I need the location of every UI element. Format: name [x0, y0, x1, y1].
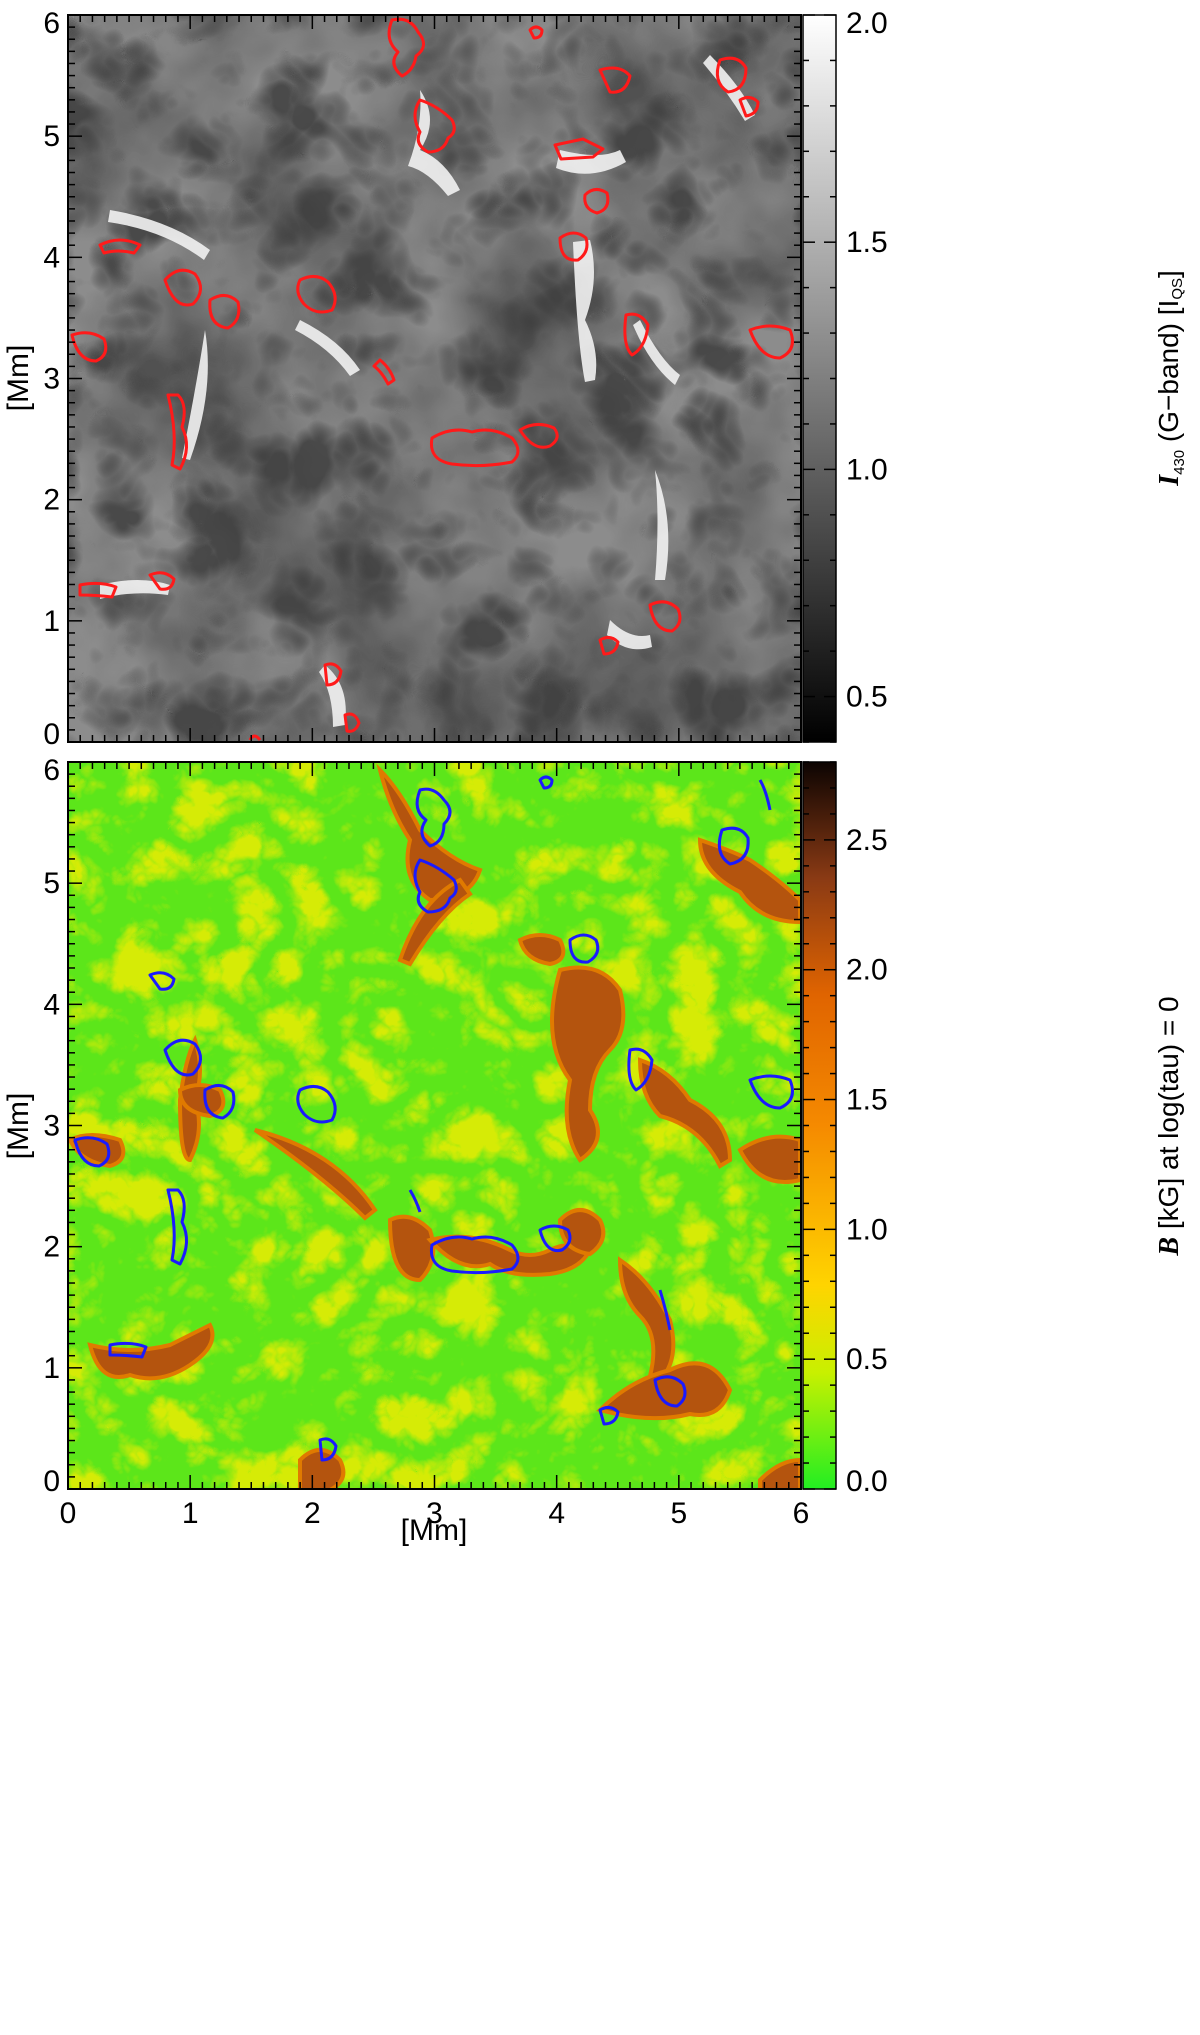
x-tick-label: 0	[60, 1497, 77, 1530]
colorbar-tick-label: 1.0	[846, 453, 888, 486]
colorbar-tick-label: 2.0	[846, 7, 888, 40]
bottom-axis-ticks	[67, 761, 802, 1490]
bottom-x-tick-labels: 0 1 2 3 4 5 6	[60, 1497, 810, 1530]
y-tick-label: 6	[43, 7, 60, 40]
bottom-colorbar-label: B [kG] at log(tau) = 0	[1153, 996, 1185, 1256]
bottom-x-axis-title: [Mm]	[401, 1514, 468, 1547]
red-contours	[70, 17, 794, 741]
y-tick-label: 4	[43, 241, 60, 274]
colorbar-tick-label: 1.0	[846, 1213, 888, 1246]
y-tick-label: 2	[43, 1231, 60, 1264]
colorbar-tick-label: 0.5	[846, 681, 888, 714]
colorbar-tick-label: 0.0	[846, 1465, 888, 1498]
y-tick-label: 3	[43, 363, 60, 396]
y-tick-label: 4	[43, 988, 60, 1021]
y-tick-label: 5	[43, 120, 60, 153]
colorbar-tick-label: 1.5	[846, 1084, 888, 1117]
colorbar-tick-label: 2.5	[846, 824, 888, 857]
x-tick-label: 6	[793, 1497, 810, 1530]
bottom-colorbar-ticks: 0.0 0.5 1.0 1.5 2.0 2.5	[803, 761, 888, 1498]
y-tick-label: 5	[43, 867, 60, 900]
bottom-panel: 0 1 2 3 4 5 6 0 1 2 3 4 5 6 [Mm] [Mm] 0.0 0.5 1.0 1.5 2.…	[2, 754, 1185, 1547]
y-tick-label: 2	[43, 484, 60, 517]
colorbar-tick-label: 0.5	[846, 1343, 888, 1376]
y-tick-label: 1	[43, 605, 60, 638]
top-colorbar-label: I430 (G−band) [IQS]	[1153, 270, 1188, 487]
x-tick-label: 1	[182, 1497, 199, 1530]
bottom-heatmap	[68, 762, 801, 1489]
x-tick-label: 2	[304, 1497, 321, 1530]
top-axis-ticks	[67, 14, 802, 743]
magnetic-concentrations	[68, 763, 801, 1489]
top-colorbar-ticks: 0.5 1.0 1.5 2.0	[803, 7, 888, 743]
top-panel: 0 1 2 3 4 5 6 [Mm] 0.5 1.0 1.5 2.0 I430 (G−band) …	[2, 7, 1188, 751]
x-tick-label: 4	[548, 1497, 565, 1530]
bottom-y-axis-title: [Mm]	[2, 1093, 35, 1160]
top-y-axis-title: [Mm]	[2, 345, 35, 412]
colorbar-tick-label: 2.0	[846, 954, 888, 987]
bottom-y-tick-labels: 0 1 2 3 4 5 6	[43, 754, 60, 1498]
blue-contours	[73, 775, 794, 1462]
colorbar-tick-label: 1.5	[846, 226, 888, 259]
y-tick-label: 0	[43, 718, 60, 751]
y-tick-label: 6	[43, 754, 60, 787]
x-tick-label: 3	[426, 1497, 443, 1530]
y-tick-label: 1	[43, 1352, 60, 1385]
y-tick-label: 0	[43, 1465, 60, 1498]
x-tick-label: 5	[670, 1497, 687, 1530]
top-y-tick-labels: 0 1 2 3 4 5 6	[43, 7, 60, 751]
top-heatmap	[68, 15, 801, 742]
y-tick-label: 3	[43, 1110, 60, 1143]
